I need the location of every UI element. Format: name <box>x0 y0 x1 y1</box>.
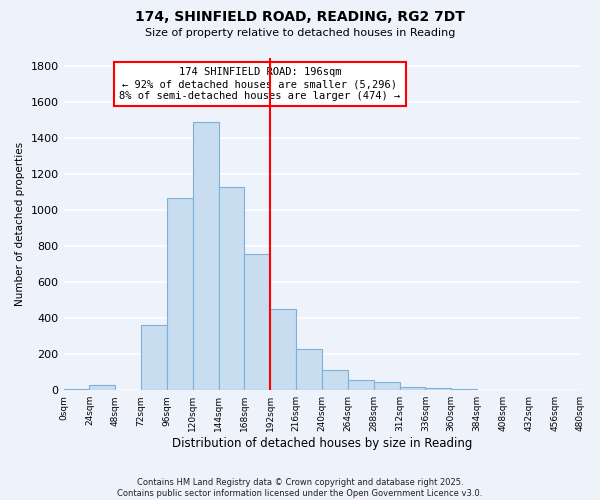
Text: Contains HM Land Registry data © Crown copyright and database right 2025.
Contai: Contains HM Land Registry data © Crown c… <box>118 478 482 498</box>
Bar <box>296 349 322 390</box>
Text: Size of property relative to detached houses in Reading: Size of property relative to detached ho… <box>145 28 455 38</box>
Text: 174 SHINFIELD ROAD: 196sqm
← 92% of detached houses are smaller (5,296)
8% of se: 174 SHINFIELD ROAD: 196sqm ← 92% of deta… <box>119 68 401 100</box>
Bar <box>425 388 451 390</box>
Bar <box>374 382 400 390</box>
Bar <box>348 380 374 390</box>
Bar <box>322 370 348 390</box>
Bar <box>271 310 296 390</box>
Bar <box>193 122 218 390</box>
Bar <box>400 386 425 390</box>
Text: 174, SHINFIELD ROAD, READING, RG2 7DT: 174, SHINFIELD ROAD, READING, RG2 7DT <box>135 10 465 24</box>
Bar <box>167 198 193 390</box>
Bar <box>218 187 244 390</box>
X-axis label: Distribution of detached houses by size in Reading: Distribution of detached houses by size … <box>172 437 472 450</box>
Bar <box>141 326 167 390</box>
Y-axis label: Number of detached properties: Number of detached properties <box>15 142 25 306</box>
Bar <box>89 385 115 390</box>
Bar <box>244 254 271 390</box>
